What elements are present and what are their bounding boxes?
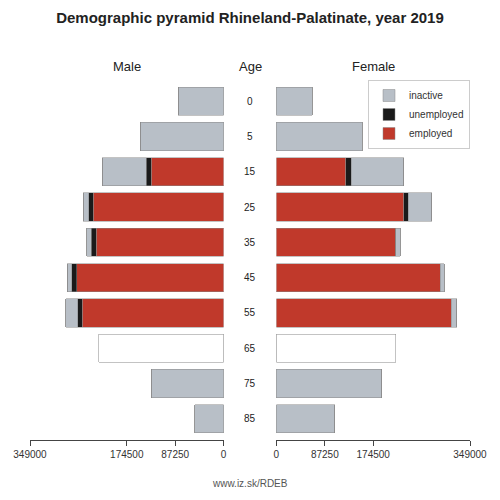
svg-text:55: 55 (244, 307, 256, 318)
svg-text:Age: Age (239, 59, 262, 74)
svg-text:www.iz.sk/RDEB: www.iz.sk/RDEB (212, 478, 288, 489)
svg-text:Demographic pyramid Rhineland-: Demographic pyramid Rhineland-Palatinate… (56, 9, 444, 26)
svg-text:Female: Female (352, 59, 395, 74)
svg-text:65: 65 (244, 343, 256, 354)
svg-text:349000: 349000 (13, 449, 47, 460)
svg-text:85: 85 (244, 413, 256, 424)
svg-text:75: 75 (244, 378, 256, 389)
svg-text:174500: 174500 (357, 449, 391, 460)
svg-text:Male: Male (113, 59, 141, 74)
svg-text:0: 0 (221, 449, 227, 460)
svg-text:employed: employed (409, 128, 452, 139)
svg-text:15: 15 (244, 166, 256, 177)
svg-text:174500: 174500 (110, 449, 144, 460)
svg-text:349000: 349000 (453, 449, 487, 460)
svg-text:45: 45 (244, 272, 256, 283)
svg-text:87250: 87250 (161, 449, 189, 460)
svg-text:35: 35 (244, 237, 256, 248)
svg-text:unemployed: unemployed (409, 109, 463, 120)
svg-text:5: 5 (247, 131, 253, 142)
svg-text:87250: 87250 (311, 449, 339, 460)
svg-text:0: 0 (247, 96, 253, 107)
svg-text:0: 0 (274, 449, 280, 460)
svg-text:inactive: inactive (409, 90, 443, 101)
svg-text:25: 25 (244, 202, 256, 213)
